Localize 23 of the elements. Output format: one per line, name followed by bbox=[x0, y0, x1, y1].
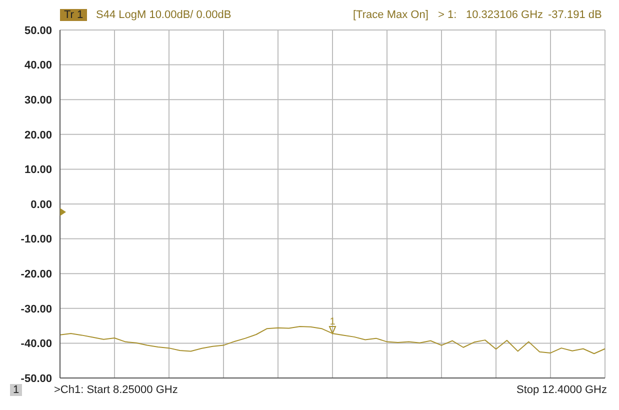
y-tick-label: 50.00 bbox=[24, 24, 52, 37]
annotation: 1 bbox=[330, 316, 336, 328]
y-tick-label: -10.00 bbox=[20, 234, 52, 246]
y-tick-label: -30.00 bbox=[20, 303, 52, 316]
y-tick-label: -50.00 bbox=[20, 372, 52, 385]
text: > 1: bbox=[438, 9, 457, 21]
text: [Trace Max On] bbox=[353, 9, 428, 21]
text: >Ch1: Start 8.25000 GHz bbox=[54, 384, 178, 396]
y-tick-label: 40.00 bbox=[24, 60, 52, 72]
text: 1 bbox=[10, 384, 22, 396]
text: -37.191 dB bbox=[548, 9, 602, 21]
y-tick-label: -20.00 bbox=[20, 268, 52, 281]
y-tick-label: 30.00 bbox=[24, 94, 52, 107]
text: Stop 12.4000 GHz bbox=[516, 384, 607, 396]
text: 10.323106 GHz bbox=[466, 9, 544, 21]
y-tick-label: 10.00 bbox=[24, 164, 52, 176]
text: Tr 1 bbox=[60, 9, 88, 21]
line-series bbox=[60, 326, 605, 354]
y-tick-label: 20.00 bbox=[24, 129, 52, 142]
chart-title: S44 LogM 10.00dB/ 0.00dB bbox=[96, 9, 232, 21]
marker-label: 1 bbox=[328, 316, 336, 335]
y-tick-label: 0.00 bbox=[30, 198, 52, 211]
y-tick-label: -40.00 bbox=[20, 338, 52, 350]
